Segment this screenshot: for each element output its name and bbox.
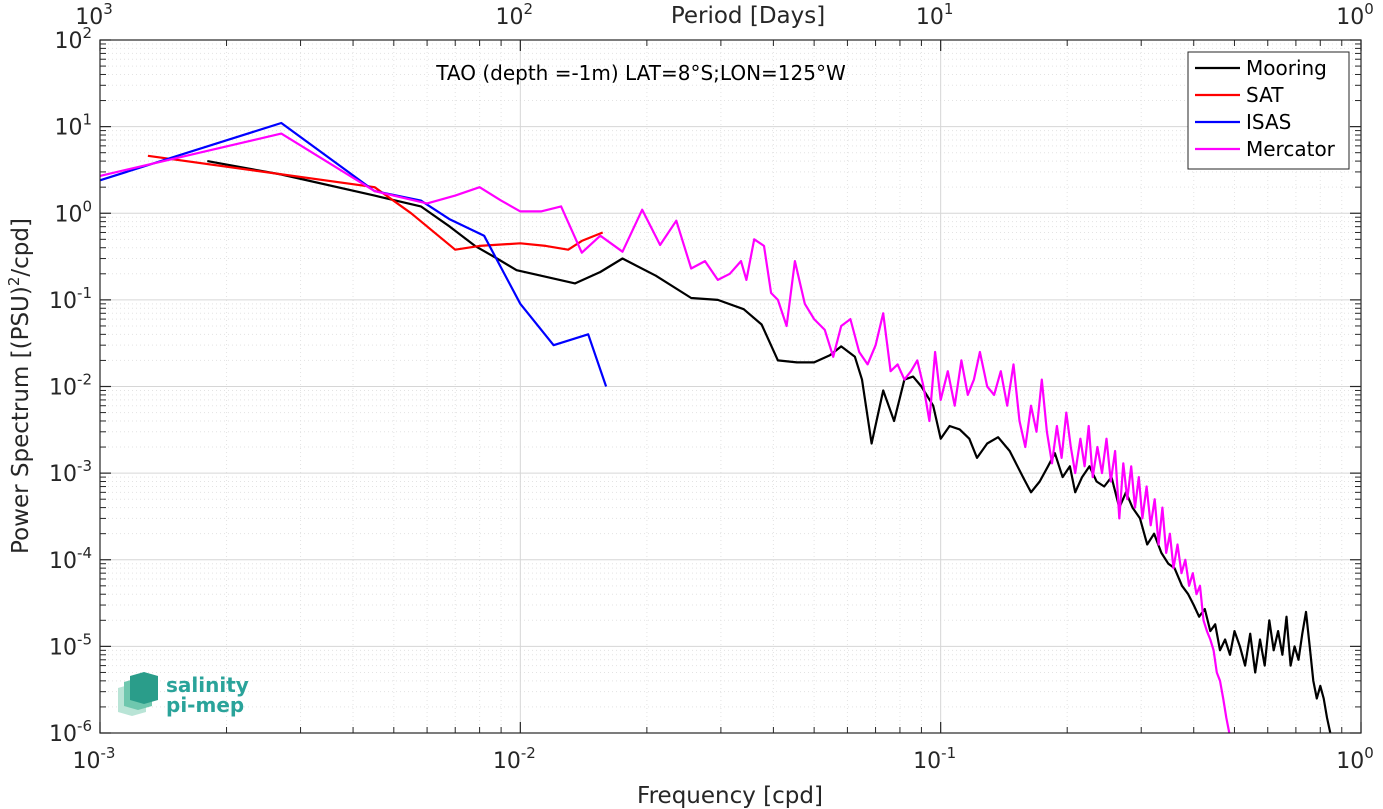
legend-label-sat: SAT [1246,83,1284,107]
y-tick-base: 10 [54,116,82,141]
y-tick-exp: -6 [77,717,92,735]
y-tick-base: 10 [49,635,77,660]
y-tick-exp: 0 [82,197,92,215]
legend-label-mooring: Mooring [1246,56,1327,80]
x-tick-exp: -2 [521,744,536,762]
legend-label-mercator: Mercator [1246,137,1336,161]
y-tick-label: 101 [54,111,92,141]
y-tick-label: 100 [54,197,92,227]
y-tick-base: 10 [49,376,77,401]
x-tick-base: 10 [493,749,521,774]
series-lines [99,121,1332,734]
x-tick-label: 100 [1336,744,1374,774]
y-tick-base: 10 [49,462,77,487]
y-tick-exp: -4 [77,544,92,562]
x2-tick-exp: 2 [524,0,534,18]
y-tick-label: 10-3 [49,457,92,487]
x-tick-exp: -1 [941,744,956,762]
y-axis-label-main: Power Spectrum [(PSU) [8,286,34,554]
y-tick-label: 10-2 [49,371,92,401]
series-line-sat [147,154,604,251]
series-line-mercator [99,132,1231,734]
chart-title: TAO (depth =-1m) LAT=8°S;LON=125°W [435,61,846,85]
y-tick-base: 10 [54,202,82,227]
tick-marks [99,39,1362,734]
y-tick-base: 10 [49,289,77,314]
series-line-isas [99,121,608,387]
y-axis-label-sup: 2 [5,277,23,287]
x2-tick-base: 10 [1336,5,1364,30]
x-tick-base: 10 [73,749,101,774]
salinity-pi-mep-logo: salinity pi-mep [118,672,249,717]
x-tick-exp: -3 [101,744,116,762]
legend: Mooring SAT ISAS Mercator [1187,51,1350,170]
x2-tick-exp: 1 [944,0,954,18]
x-tick-label: 10-2 [493,744,536,774]
x2-tick-base: 10 [496,5,524,30]
y-tick-label: 10-6 [49,717,92,747]
y-axis-label-tail: /cpd] [8,218,34,277]
y-tick-label: 102 [54,24,92,54]
x2-tick-exp: 0 [1364,0,1374,18]
x2-tick-labels: 103 102 101 100 [75,0,1374,30]
x2-tick-exp: 3 [103,0,113,18]
y-tick-label: 10-5 [49,630,92,660]
x2-tick-base: 10 [916,5,944,30]
x2-tick-base: 10 [75,5,103,30]
y-tick-base: 10 [54,29,82,54]
x-tick-label: 10-1 [913,744,956,774]
y-tick-label: 10-4 [49,544,92,574]
x-tick-label: 10-3 [73,744,116,774]
y-tick-base: 10 [49,549,77,574]
x2-tick-label: 102 [496,0,534,30]
y-tick-exp: 2 [82,24,92,42]
x2-tick-label: 100 [1336,0,1374,30]
x2-tick-label: 101 [916,0,954,30]
x-tick-base: 10 [1336,749,1364,774]
y-tick-exp: -5 [77,630,92,648]
series-line-mooring [207,160,1332,734]
x2-axis-label: Period [Days] [671,3,825,29]
logo-wave-front [130,672,158,704]
logo-line2: pi-mep [166,693,244,717]
x-tick-exp: 0 [1364,744,1374,762]
logo-line1: salinity [166,673,249,697]
y-tick-exp: -2 [77,371,92,389]
y-axis-label: Power Spectrum [(PSU)2/cpd] [5,218,34,554]
y-tick-exp: 1 [82,111,92,129]
x2-tick-label: 103 [75,0,113,30]
x-tick-base: 10 [913,749,941,774]
y-tick-label: 10-1 [49,284,92,314]
legend-label-isas: ISAS [1246,110,1291,134]
y-tick-exp: -1 [77,284,92,302]
y-tick-exp: -3 [77,457,92,475]
x-tick-labels: 10-3 10-2 10-1 100 [73,744,1374,774]
y-tick-base: 10 [49,722,77,747]
x-axis-label: Frequency [cpd] [637,783,823,809]
